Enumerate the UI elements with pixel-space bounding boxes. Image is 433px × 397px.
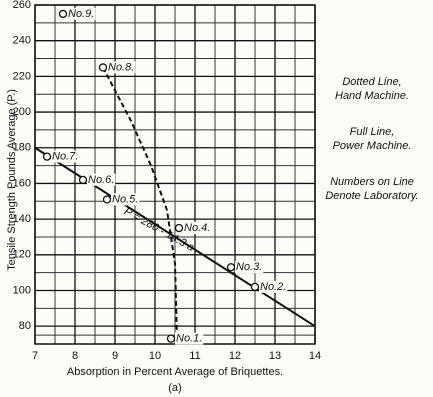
y-tick-label: 140 [13,213,31,225]
point [166,334,176,343]
note: Dotted Line, [342,76,401,88]
x-tick-label: 10 [149,350,161,362]
y-tick-label: 200 [13,106,31,118]
label-bg [107,61,136,74]
label-bg [87,173,116,186]
y-tick-label: 160 [13,177,31,189]
point [98,63,108,72]
note: Numbers on Line [330,176,414,188]
note: Full Line, [350,126,395,138]
x-axis-label: Absorption in Percent Average of Briquet… [67,366,283,378]
x-tick-label: 8 [72,350,78,362]
y-axis-label: Tensile Strength Pounds Average (P.) [6,89,18,271]
x-tick-label: 9 [112,350,118,362]
label-bg [235,261,264,274]
x-tick-label: 13 [269,350,281,362]
x-tick-label: 11 [189,350,200,362]
y-tick-label: 260 [13,0,31,11]
point-label: No.2. [260,281,286,293]
point-label: No.9. [68,8,94,20]
label-bg [259,280,288,293]
label-bg [175,332,204,345]
point [102,195,112,204]
x-axis-sublabel: (a) [168,382,181,394]
note: Hand Machine. [335,90,409,102]
label-bg [111,193,140,206]
y-tick-label: 180 [13,142,31,154]
dotted-line [102,66,178,339]
y-tick-label: 240 [13,35,31,47]
y-tick-label: 220 [13,70,31,82]
x-tick-label: 7 [32,350,38,362]
point [226,263,236,272]
note: Power Machine. [333,140,412,152]
x-tick-label: 14 [309,350,321,362]
point [58,9,68,19]
point-label: No.7. [52,151,78,163]
y-tick-label: 100 [13,284,31,296]
point-label: No.8. [108,61,134,73]
point-label: No.3. [236,261,262,273]
point [42,152,52,161]
note: Denote Laboratory. [325,190,418,202]
point-label: No.5. [112,193,138,205]
point [78,175,88,185]
point-label: No.6. [88,174,114,186]
label-bg [51,150,80,163]
label-bg [67,7,96,20]
point [250,282,260,292]
point [174,223,184,233]
y-tick-label: 120 [13,249,31,261]
x-tick-label: 12 [229,350,241,362]
y-tick-label: 80 [19,320,31,332]
point-label: No.1. [176,333,202,345]
point-label: No.4. [184,222,210,234]
label-bg [183,221,212,234]
